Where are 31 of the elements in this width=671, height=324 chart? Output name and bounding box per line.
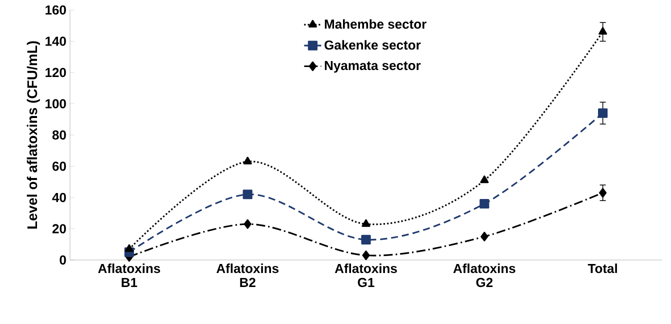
point xyxy=(480,232,488,242)
point xyxy=(242,190,252,200)
y-tick-label: 120 xyxy=(46,68,66,78)
point xyxy=(598,108,608,118)
point xyxy=(480,198,490,209)
y-tick-label: 80 xyxy=(52,130,66,140)
y-tick-label: 60 xyxy=(52,162,66,171)
x-tick-label: Aflatoxins B2 xyxy=(216,264,278,287)
x-tick-label: Aflatoxins B1 xyxy=(98,264,160,287)
point xyxy=(362,250,370,260)
legend-label: Mahembe sector xyxy=(324,19,426,29)
point xyxy=(599,188,607,198)
point xyxy=(361,234,371,244)
x-tick-label: Aflatoxins G2 xyxy=(453,264,516,288)
y-tick-label: 100 xyxy=(46,99,66,108)
y-tick-label: 160 xyxy=(46,5,66,15)
point xyxy=(598,27,608,35)
y-tick-label: 20 xyxy=(52,224,66,234)
point xyxy=(124,244,134,252)
point xyxy=(362,219,370,227)
x-tick-label: Aflatoxins G1 xyxy=(334,264,397,288)
y-tick-label: 40 xyxy=(52,192,66,202)
x-tick-label: Total xyxy=(588,264,617,274)
point xyxy=(480,176,489,184)
y-axis-title: Level of aflatoxins (CFU/mL) xyxy=(26,41,40,229)
y-tick-label: 0 xyxy=(60,255,66,265)
point xyxy=(243,156,252,164)
y-tick-label: 140 xyxy=(46,36,66,46)
legend-label: Nyamata sector xyxy=(324,61,421,73)
legend-label: Gakenke sector xyxy=(324,40,421,50)
point xyxy=(244,219,252,229)
